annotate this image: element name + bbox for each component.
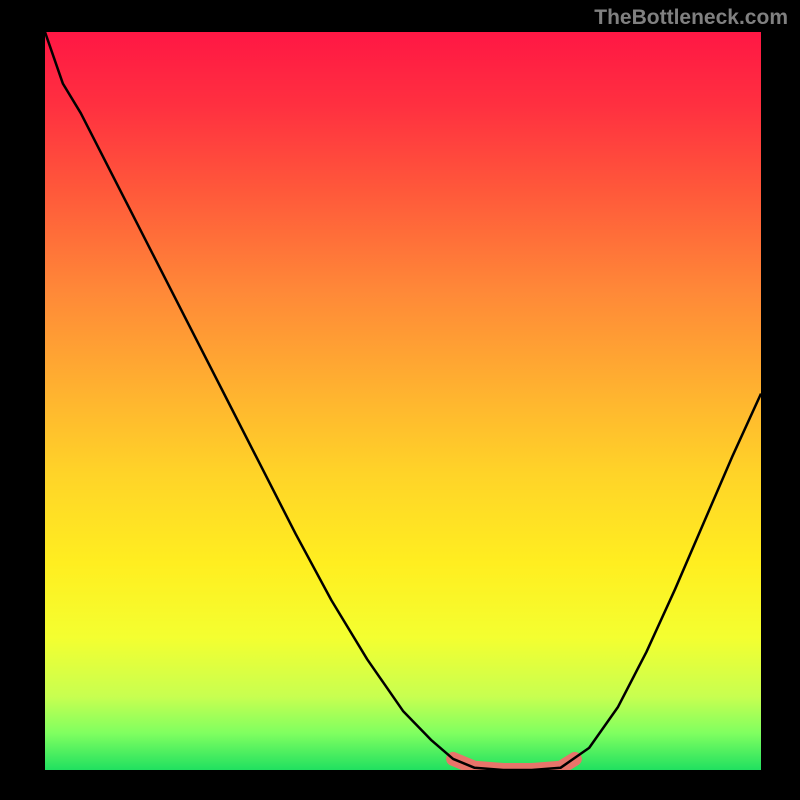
attribution-text: TheBottleneck.com <box>594 6 788 30</box>
bottleneck-curve <box>45 32 761 770</box>
curve-overlay <box>45 32 761 770</box>
plot-area <box>45 32 761 770</box>
